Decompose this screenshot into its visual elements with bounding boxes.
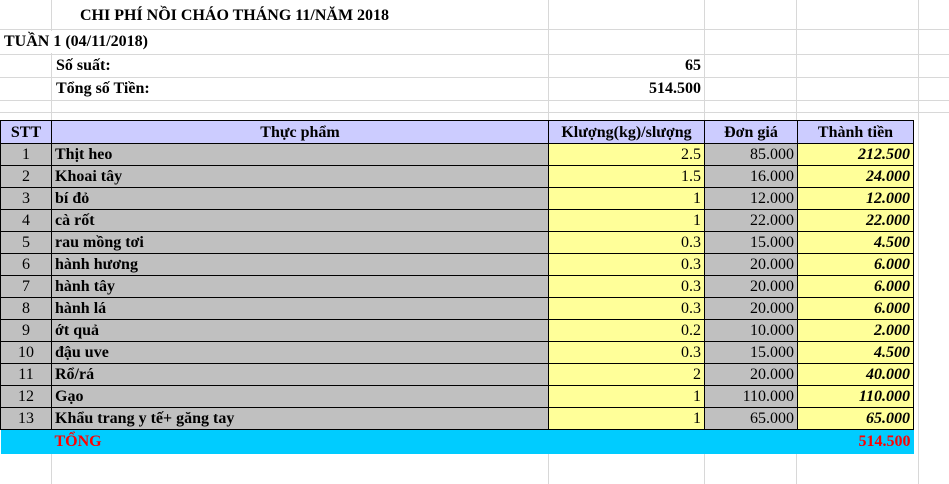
cost-table: STT Thực phẩm Klượng(kg)/slượng Đơn giá … xyxy=(0,120,914,454)
cell-quantity[interactable]: 0.3 xyxy=(548,341,705,364)
cell-quantity[interactable]: 0.2 xyxy=(548,319,705,342)
table-row: 10 đậu uve 0.3 15.000 4.500 xyxy=(0,341,914,364)
cell-unit-price[interactable]: 20.000 xyxy=(704,363,798,386)
cell-amount[interactable]: 12.000 xyxy=(797,187,914,210)
cell-stt[interactable]: 1 xyxy=(0,143,52,166)
cell-quantity[interactable]: 2.5 xyxy=(548,143,705,166)
cell-unit-price[interactable]: 10.000 xyxy=(704,319,798,342)
cell-stt[interactable]: 9 xyxy=(0,319,52,342)
cell-food[interactable]: Rổ/rá xyxy=(51,363,549,386)
week-label[interactable]: TUẦN 1 (04/11/2018) xyxy=(4,31,148,53)
cell-unit-price[interactable]: 65.000 xyxy=(704,407,798,430)
table-row: 11 Rổ/rá 2 20.000 40.000 xyxy=(0,363,914,386)
cell-food[interactable]: hành hương xyxy=(51,253,549,276)
table-row: 8 hành lá 0.3 20.000 6.000 xyxy=(0,297,914,320)
cell-food[interactable]: hành lá xyxy=(51,297,549,320)
total-row-empty-cell[interactable] xyxy=(548,429,705,454)
cell-amount[interactable]: 40.000 xyxy=(797,363,914,386)
cell-stt[interactable]: 6 xyxy=(0,253,52,276)
header-unit-price[interactable]: Đơn giá xyxy=(704,120,798,144)
cell-unit-price[interactable]: 20.000 xyxy=(704,297,798,320)
cell-quantity[interactable]: 1 xyxy=(548,209,705,232)
total-money-value[interactable]: 514.500 xyxy=(649,80,701,97)
cell-quantity[interactable]: 1 xyxy=(548,407,705,430)
cell-food[interactable]: đậu uve xyxy=(51,341,549,364)
total-row: TỔNG 514.500 xyxy=(0,429,914,454)
header-quantity[interactable]: Klượng(kg)/slượng xyxy=(548,120,705,144)
cell-stt[interactable]: 7 xyxy=(0,275,52,298)
cell-stt[interactable]: 4 xyxy=(0,209,52,232)
cell-amount[interactable]: 4.500 xyxy=(797,341,914,364)
cell-unit-price[interactable]: 22.000 xyxy=(704,209,798,232)
header-amount[interactable]: Thành tiền xyxy=(797,120,914,144)
total-label[interactable]: TỔNG xyxy=(51,429,549,454)
total-amount[interactable]: 514.500 xyxy=(797,429,914,454)
cell-quantity[interactable]: 0.3 xyxy=(548,231,705,254)
total-row-empty-cell[interactable] xyxy=(0,429,52,454)
cell-unit-price[interactable]: 20.000 xyxy=(704,275,798,298)
cell-amount[interactable]: 6.000 xyxy=(797,275,914,298)
cell-amount[interactable]: 24.000 xyxy=(797,165,914,188)
cell-amount[interactable]: 2.000 xyxy=(797,319,914,342)
total-row-empty-cell[interactable] xyxy=(704,429,798,454)
header-stt[interactable]: STT xyxy=(0,120,52,144)
cell-quantity[interactable]: 0.3 xyxy=(548,275,705,298)
cell-amount[interactable]: 110.000 xyxy=(797,385,914,408)
cell-food[interactable]: bí đỏ xyxy=(51,187,549,210)
cell-unit-price[interactable]: 20.000 xyxy=(704,253,798,276)
cell-unit-price[interactable]: 16.000 xyxy=(704,165,798,188)
table-row: 6 hành hương 0.3 20.000 6.000 xyxy=(0,253,914,276)
servings-label[interactable]: Số suất: xyxy=(56,57,111,74)
cell-quantity[interactable]: 1.5 xyxy=(548,165,705,188)
table-row: 3 bí đỏ 1 12.000 12.000 xyxy=(0,187,914,210)
cell-food[interactable]: Thịt heo xyxy=(51,143,549,166)
cell-amount[interactable]: 4.500 xyxy=(797,231,914,254)
total-money-label[interactable]: Tổng số Tiền: xyxy=(56,80,150,97)
table-row: 2 Khoai tây 1.5 16.000 24.000 xyxy=(0,165,914,188)
cell-quantity[interactable]: 1 xyxy=(548,385,705,408)
cell-quantity[interactable]: 1 xyxy=(548,187,705,210)
table-header-row: STT Thực phẩm Klượng(kg)/slượng Đơn giá … xyxy=(0,120,914,144)
table-row: 4 cà rốt 1 22.000 22.000 xyxy=(0,209,914,232)
cell-quantity[interactable]: 0.3 xyxy=(548,253,705,276)
cell-stt[interactable]: 12 xyxy=(0,385,52,408)
table-row: 12 Gạo 1 110.000 110.000 xyxy=(0,385,914,408)
cell-amount[interactable]: 6.000 xyxy=(797,297,914,320)
cell-food[interactable]: rau mồng tơi xyxy=(51,231,549,254)
cell-food[interactable]: Khoai tây xyxy=(51,165,549,188)
cell-amount[interactable]: 65.000 xyxy=(797,407,914,430)
cell-food[interactable]: cà rốt xyxy=(51,209,549,232)
cell-quantity[interactable]: 0.3 xyxy=(548,297,705,320)
table-row: 5 rau mồng tơi 0.3 15.000 4.500 xyxy=(0,231,914,254)
servings-value[interactable]: 65 xyxy=(685,57,701,74)
cell-stt[interactable]: 8 xyxy=(0,297,52,320)
cell-unit-price[interactable]: 12.000 xyxy=(704,187,798,210)
cell-unit-price[interactable]: 15.000 xyxy=(704,341,798,364)
cell-unit-price[interactable]: 85.000 xyxy=(704,143,798,166)
cell-amount[interactable]: 212.500 xyxy=(797,143,914,166)
cell-stt[interactable]: 11 xyxy=(0,363,52,386)
cell-stt[interactable]: 10 xyxy=(0,341,52,364)
cell-quantity[interactable]: 2 xyxy=(548,363,705,386)
cell-food[interactable]: Gạo xyxy=(51,385,549,408)
table-row: 13 Khẩu trang y tế+ găng tay 1 65.000 65… xyxy=(0,407,914,430)
cell-stt[interactable]: 3 xyxy=(0,187,52,210)
cell-unit-price[interactable]: 15.000 xyxy=(704,231,798,254)
cell-unit-price[interactable]: 110.000 xyxy=(704,385,798,408)
table-row: 7 hành tây 0.3 20.000 6.000 xyxy=(0,275,914,298)
cell-stt[interactable]: 2 xyxy=(0,165,52,188)
cell-food[interactable]: ớt quả xyxy=(51,319,549,342)
cell-amount[interactable]: 22.000 xyxy=(797,209,914,232)
cell-food[interactable]: Khẩu trang y tế+ găng tay xyxy=(51,407,549,430)
header-food[interactable]: Thực phẩm xyxy=(51,120,549,144)
cell-food[interactable]: hành tây xyxy=(51,275,549,298)
cell-stt[interactable]: 13 xyxy=(0,407,52,430)
cell-stt[interactable]: 5 xyxy=(0,231,52,254)
cell-amount[interactable]: 6.000 xyxy=(797,253,914,276)
table-row: 9 ớt quả 0.2 10.000 2.000 xyxy=(0,319,914,342)
table-row: 1 Thịt heo 2.5 85.000 212.500 xyxy=(0,143,914,166)
sheet-title[interactable]: CHI PHÍ NỒI CHÁO THÁNG 11/NĂM 2018 xyxy=(80,5,390,27)
